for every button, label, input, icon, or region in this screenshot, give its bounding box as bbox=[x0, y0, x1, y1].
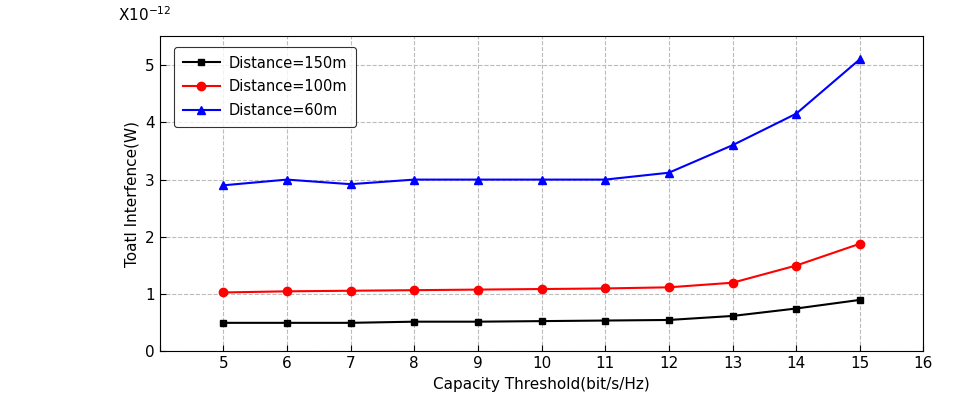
Distance=60m bbox=[600, 177, 611, 182]
Distance=150m bbox=[790, 306, 802, 311]
X-axis label: Capacity Threshold(bit/s/Hz): Capacity Threshold(bit/s/Hz) bbox=[433, 377, 650, 392]
Distance=100m bbox=[408, 288, 420, 292]
Distance=150m bbox=[218, 320, 229, 325]
Distance=150m bbox=[536, 319, 547, 324]
Distance=60m bbox=[472, 177, 484, 182]
Distance=100m bbox=[345, 288, 357, 293]
Distance=150m bbox=[408, 319, 420, 324]
Line: Distance=100m: Distance=100m bbox=[220, 240, 864, 297]
Legend: Distance=150m, Distance=100m, Distance=60m: Distance=150m, Distance=100m, Distance=6… bbox=[174, 47, 356, 127]
Distance=60m bbox=[218, 183, 229, 188]
Distance=60m bbox=[727, 143, 739, 147]
Distance=100m bbox=[790, 263, 802, 268]
Text: X10$^{-12}$: X10$^{-12}$ bbox=[118, 5, 171, 24]
Distance=100m bbox=[472, 287, 484, 292]
Distance=60m bbox=[663, 170, 675, 175]
Distance=100m bbox=[536, 286, 547, 291]
Distance=60m bbox=[854, 57, 865, 62]
Distance=100m bbox=[600, 286, 611, 291]
Distance=60m bbox=[281, 177, 293, 182]
Line: Distance=150m: Distance=150m bbox=[220, 297, 864, 326]
Distance=100m bbox=[218, 290, 229, 295]
Distance=100m bbox=[854, 241, 865, 246]
Y-axis label: Toatl Interfence(W): Toatl Interfence(W) bbox=[125, 121, 139, 267]
Distance=60m bbox=[536, 177, 547, 182]
Distance=60m bbox=[408, 177, 420, 182]
Distance=150m bbox=[663, 318, 675, 322]
Distance=150m bbox=[345, 320, 357, 325]
Distance=150m bbox=[472, 319, 484, 324]
Distance=100m bbox=[663, 285, 675, 290]
Distance=150m bbox=[281, 320, 293, 325]
Distance=150m bbox=[727, 314, 739, 318]
Distance=60m bbox=[790, 111, 802, 116]
Distance=100m bbox=[281, 289, 293, 294]
Distance=60m bbox=[345, 182, 357, 187]
Distance=150m bbox=[854, 297, 865, 302]
Line: Distance=60m: Distance=60m bbox=[220, 55, 864, 189]
Distance=150m bbox=[600, 318, 611, 323]
Distance=100m bbox=[727, 280, 739, 285]
